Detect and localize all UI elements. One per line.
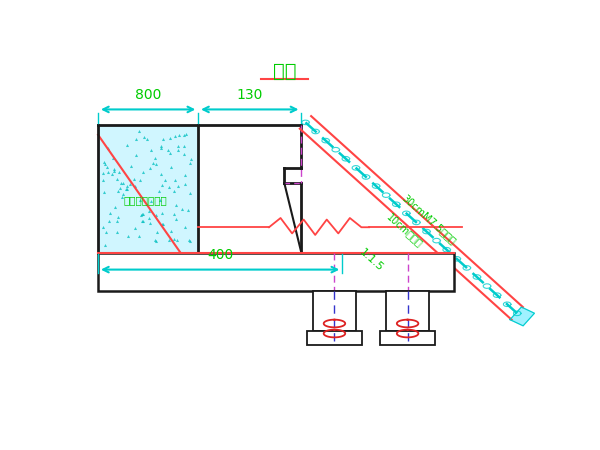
Text: 10cm砂垫层: 10cm砂垫层 bbox=[385, 212, 424, 249]
Polygon shape bbox=[510, 307, 535, 326]
Text: 1:1.5: 1:1.5 bbox=[358, 247, 385, 273]
Text: 台背回填砂性土: 台背回填砂性土 bbox=[124, 195, 167, 205]
Polygon shape bbox=[98, 125, 198, 252]
Text: 30cmM7.5浆砌石: 30cmM7.5浆砌石 bbox=[400, 193, 458, 246]
Text: 130: 130 bbox=[236, 88, 263, 102]
Bar bbox=[307, 331, 362, 345]
Text: 侧面: 侧面 bbox=[272, 62, 296, 81]
Bar bbox=[313, 291, 356, 331]
Text: 400: 400 bbox=[207, 248, 233, 262]
Text: 800: 800 bbox=[135, 88, 161, 102]
Bar bbox=[98, 252, 454, 291]
Bar bbox=[380, 331, 436, 345]
Bar bbox=[386, 291, 429, 331]
